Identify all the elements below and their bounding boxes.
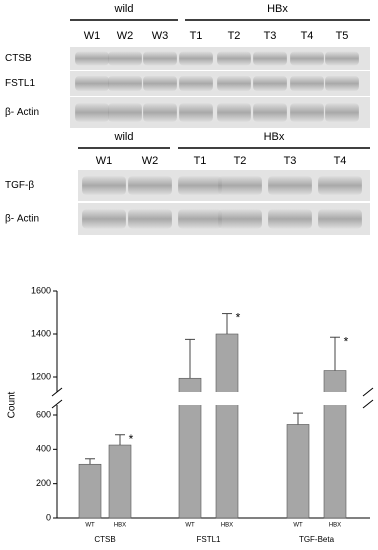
group-label: HBx <box>264 131 285 143</box>
bar-label: HBX <box>221 523 233 529</box>
break-mark <box>51 387 63 397</box>
y-tick-label: 1600 <box>31 285 51 295</box>
blot-band <box>268 176 312 195</box>
group-label: HBx <box>267 3 288 15</box>
bar-label: WT <box>185 523 195 529</box>
blot-band <box>253 51 287 66</box>
blot-band <box>108 103 142 122</box>
y-tick-label: 1200 <box>31 371 51 381</box>
y-tick-label: 200 <box>36 478 51 488</box>
break-gap <box>49 392 374 405</box>
blot-band <box>253 103 287 122</box>
bar-label: WT <box>85 523 95 529</box>
blot-band <box>128 176 172 195</box>
significance: * <box>344 334 349 348</box>
break-mark <box>362 387 374 397</box>
bar <box>215 333 239 519</box>
bar <box>78 463 102 519</box>
blot-band <box>179 103 213 122</box>
lane-label: T4 <box>334 155 347 167</box>
row-label: TGF-β <box>5 180 34 191</box>
lane-label: W3 <box>152 30 169 42</box>
bar <box>286 424 310 519</box>
blot-band <box>143 76 177 91</box>
blot-band <box>143 103 177 122</box>
lane-label: T4 <box>301 30 314 42</box>
group-label: wild <box>114 3 134 15</box>
lane-label: W2 <box>142 155 159 167</box>
y-tick-label: 0 <box>46 512 51 522</box>
bar-label: WT <box>293 523 303 529</box>
group-label: wild <box>114 131 134 143</box>
blot-band <box>75 103 109 122</box>
lane-label: W1 <box>96 155 113 167</box>
x-tick-label: FSTL1 <box>196 535 221 544</box>
blot-band <box>75 51 109 66</box>
blot-band <box>290 103 324 122</box>
blot-band <box>108 51 142 66</box>
lane-label: T2 <box>228 30 241 42</box>
significance: * <box>129 432 134 446</box>
blot-band <box>218 209 262 229</box>
x-tick-label: TGF-Beta <box>299 535 335 544</box>
blot-band <box>217 103 251 122</box>
blot-band <box>179 51 213 66</box>
row-label: β- Actin <box>5 214 39 225</box>
blot-band <box>75 76 109 91</box>
lane-label: W2 <box>117 30 134 42</box>
y-tick-label: 600 <box>36 409 51 419</box>
break-mark <box>362 399 374 409</box>
y-tick-label: 400 <box>36 444 51 454</box>
blot-band <box>325 103 359 122</box>
y-axis-label: Count <box>7 391 18 418</box>
blot-band <box>217 51 251 66</box>
bar-label: HBX <box>329 523 341 529</box>
blot-band <box>82 209 126 229</box>
bar-label: HBX <box>114 523 126 529</box>
row-label: CTSB <box>5 53 32 64</box>
blot-band <box>178 176 222 195</box>
blot-band <box>217 76 251 91</box>
blot-band <box>318 176 362 195</box>
bar <box>108 444 132 519</box>
blot-band <box>108 76 142 91</box>
blot-band <box>179 76 213 91</box>
lane-label: T5 <box>336 30 349 42</box>
blot-band <box>325 51 359 66</box>
blot-band <box>318 209 362 229</box>
y-tick-label: 1400 <box>31 328 51 338</box>
blot-band <box>290 51 324 66</box>
blot-band <box>253 76 287 91</box>
blot-band <box>268 209 312 229</box>
significance: * <box>236 311 241 325</box>
blot-band <box>178 209 222 229</box>
lane-label: T1 <box>190 30 203 42</box>
blot-band <box>143 51 177 66</box>
x-tick-label: CTSB <box>94 535 115 544</box>
lane-label: W1 <box>84 30 101 42</box>
row-label: β- Actin <box>5 107 39 118</box>
blot-band <box>218 176 262 195</box>
blot-band <box>325 76 359 91</box>
blot-band <box>128 209 172 229</box>
lane-label: T2 <box>234 155 247 167</box>
lane-label: T1 <box>194 155 207 167</box>
break-mark <box>51 399 63 409</box>
blot-band <box>82 176 126 195</box>
lane-label: T3 <box>284 155 297 167</box>
blot-band <box>290 76 324 91</box>
lane-label: T3 <box>264 30 277 42</box>
row-label: FSTL1 <box>5 78 35 89</box>
